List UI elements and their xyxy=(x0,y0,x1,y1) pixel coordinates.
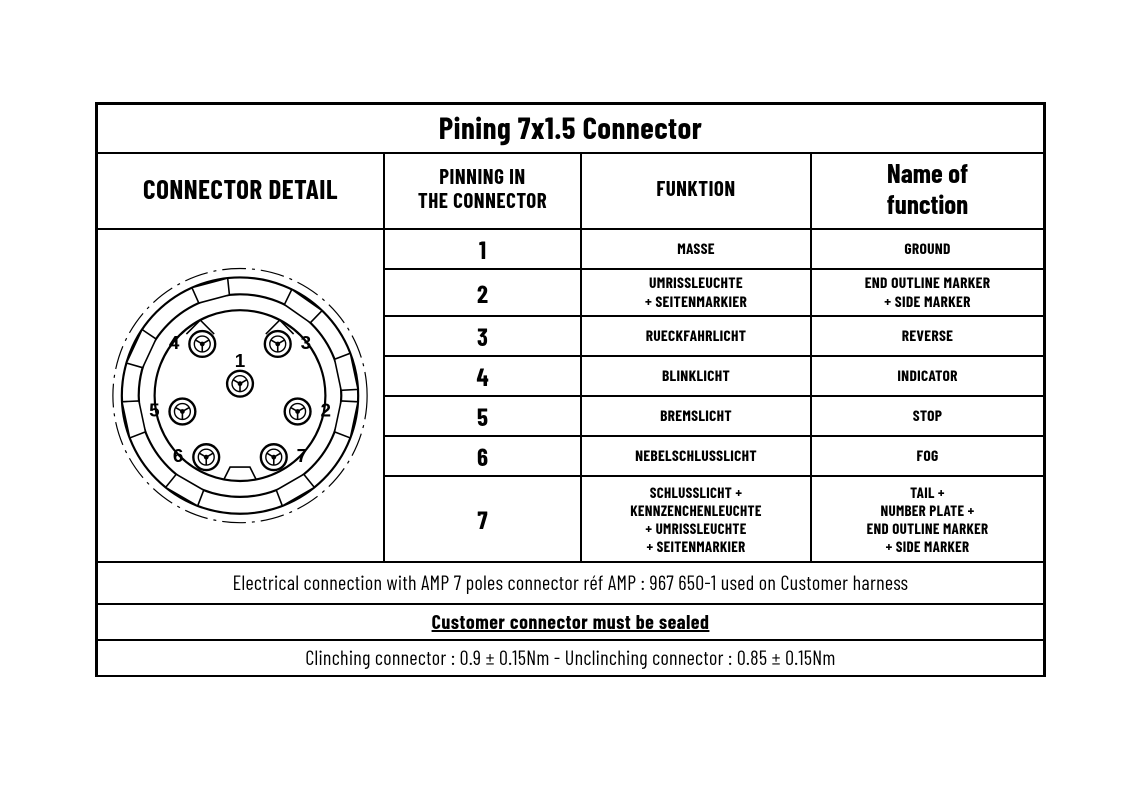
pin-number: 7 xyxy=(385,477,582,561)
header-pinning: PINNING IN THE CONNECTOR xyxy=(385,154,582,228)
svg-text:3: 3 xyxy=(301,332,312,353)
pins-column: 1MASSEGROUND2UMRISSLEUCHTE + SEITENMARKI… xyxy=(385,230,1043,561)
svg-text:1: 1 xyxy=(235,350,246,371)
pin-function-name: INDICATOR xyxy=(812,357,1043,395)
pin-funktion: BLINKLICHT xyxy=(582,357,812,395)
pin-function-name: GROUND xyxy=(812,230,1043,268)
pin-number: 5 xyxy=(385,397,582,435)
connector-diagram: 1 2 3 4 5 6 7 xyxy=(98,230,383,561)
pin-row: 1MASSEGROUND xyxy=(385,230,1043,270)
pin-row: 6NEBELSCHLUSSLICHTFOG xyxy=(385,437,1043,477)
pin-row: 3RUECKFAHRLICHTREVERSE xyxy=(385,317,1043,357)
pin-function-name: TAIL + NUMBER PLATE + END OUTLINE MARKER… xyxy=(812,477,1043,561)
pin-row: 7SCHLUSSLICHT + KENNZENCHENLEUCHTE + UMR… xyxy=(385,477,1043,561)
note-must-be-sealed: Customer connector must be sealed xyxy=(98,605,1043,641)
svg-text:5: 5 xyxy=(149,400,160,421)
spec-body: 1234567 1MASSEGROUND2UMRISSLEUCHTE + SEI… xyxy=(98,230,1043,563)
pin-funktion: RUECKFAHRLICHT xyxy=(582,317,812,355)
connector-spec-sheet: Pining 7x1.5 Connector CONNECTOR DETAIL … xyxy=(95,102,1046,677)
pin-number: 6 xyxy=(385,437,582,475)
connector-detail-cell: 1 2 3 4 5 6 7 xyxy=(98,230,385,561)
header-funktion: FUNKTION xyxy=(582,154,812,228)
pin-row: 2UMRISSLEUCHTE + SEITENMARKIEREND OUTLIN… xyxy=(385,270,1043,317)
pin-number: 4 xyxy=(385,357,582,395)
pin-row: 4BLINKLICHTINDICATOR xyxy=(385,357,1043,397)
pin-function-name: END OUTLINE MARKER + SIDE MARKER xyxy=(812,270,1043,315)
note-torque: Clinching connector : 0.9 ± 0.15Nm - Unc… xyxy=(98,641,1043,675)
svg-text:7: 7 xyxy=(297,445,308,466)
svg-text:6: 6 xyxy=(173,445,184,466)
header-connector-detail: CONNECTOR DETAIL xyxy=(98,154,385,228)
pin-function-name: FOG xyxy=(812,437,1043,475)
pin-funktion: UMRISSLEUCHTE + SEITENMARKIER xyxy=(582,270,812,315)
pin-number: 1 xyxy=(385,230,582,268)
pin-function-name: STOP xyxy=(812,397,1043,435)
pin-number: 2 xyxy=(385,270,582,315)
pin-funktion: NEBELSCHLUSSLICHT xyxy=(582,437,812,475)
pin-funktion: SCHLUSSLICHT + KENNZENCHENLEUCHTE + UMRI… xyxy=(582,477,812,561)
pin-funktion: MASSE xyxy=(582,230,812,268)
pin-number: 3 xyxy=(385,317,582,355)
pin-funktion: BREMSLICHT xyxy=(582,397,812,435)
header-name-of-function: Name of function xyxy=(812,154,1043,228)
pin-function-name: REVERSE xyxy=(812,317,1043,355)
sheet-title: Pining 7x1.5 Connector xyxy=(98,105,1043,154)
svg-text:2: 2 xyxy=(320,400,331,421)
svg-text:4: 4 xyxy=(169,332,180,353)
pin-row: 5BREMSLICHTSTOP xyxy=(385,397,1043,437)
column-headers: CONNECTOR DETAIL PINNING IN THE CONNECTO… xyxy=(98,154,1043,230)
note-amp-ref: Electrical connection with AMP 7 poles c… xyxy=(98,563,1043,605)
